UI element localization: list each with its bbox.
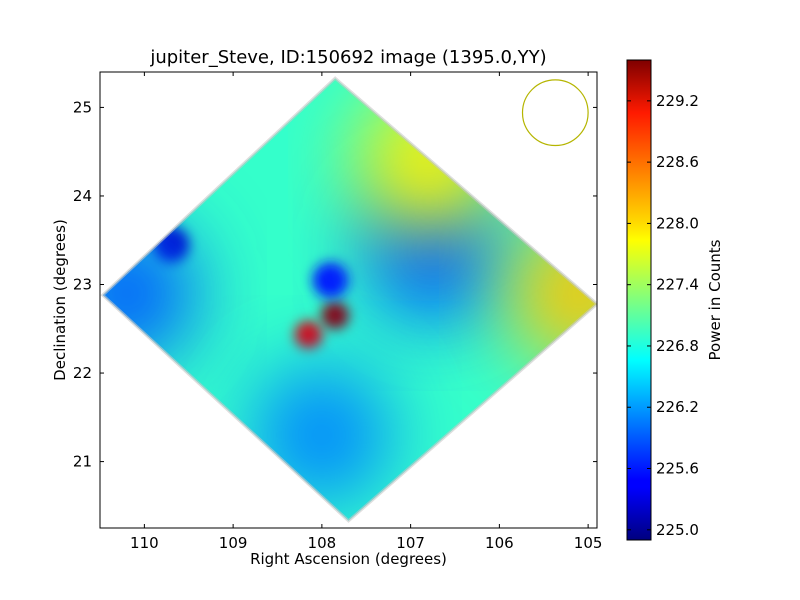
colorbar-ticks: 225.0 225.6 226.2 226.8 227.4 228.0 228.6 229.2 [627, 92, 699, 539]
colorbar-tick-label: 228.6 [656, 153, 699, 171]
colorbar-tick-label: 228.0 [656, 214, 699, 232]
footprint-edge [100, 76, 597, 523]
colorbar-tick-label: 229.2 [656, 92, 699, 110]
axes-frame [99, 71, 598, 529]
colorbar-tick-label: 227.4 [656, 276, 699, 294]
y-tick-label: 24 [73, 187, 92, 205]
heatmap-feature-6 [102, 223, 197, 364]
y-tick-label: 23 [73, 276, 92, 294]
chart-title: jupiter_Steve, ID:150692 image (1395.0,Y… [149, 47, 546, 68]
colorbar-tick-label: 225.6 [656, 460, 699, 478]
y-axis-label: Declination (degrees) [51, 219, 69, 381]
heatmap-feature-7 [251, 365, 392, 505]
x-axis-ticks: 110 109 108 107 106 105 [130, 72, 602, 552]
x-tick-label: 108 [308, 534, 337, 552]
colorbar-tick-label: 226.2 [656, 398, 699, 416]
heatmap-feature-2 [294, 321, 323, 349]
heatmap-feature-3 [312, 262, 349, 299]
y-tick-label: 21 [73, 453, 92, 471]
heatmap-plot [100, 76, 597, 523]
x-tick-label: 105 [574, 534, 603, 552]
heatmap-feature-1 [321, 301, 350, 330]
x-tick-label: 106 [485, 534, 514, 552]
x-axis-label: Right Ascension (degrees) [250, 550, 447, 568]
colorbar-tick-label: 225.0 [656, 521, 699, 539]
colorbar-label: Power in Counts [706, 239, 724, 360]
colorbar-tick-label: 226.8 [656, 337, 699, 355]
colorbar [626, 59, 652, 541]
y-tick-label: 25 [73, 98, 92, 116]
x-tick-label: 110 [130, 534, 159, 552]
beam-circle [521, 79, 589, 147]
y-axis-ticks: 21 22 23 24 25 [73, 98, 597, 471]
x-tick-label: 109 [219, 534, 248, 552]
heatmap-image [102, 78, 597, 521]
y-tick-label: 22 [73, 364, 92, 382]
x-tick-label: 107 [396, 534, 425, 552]
